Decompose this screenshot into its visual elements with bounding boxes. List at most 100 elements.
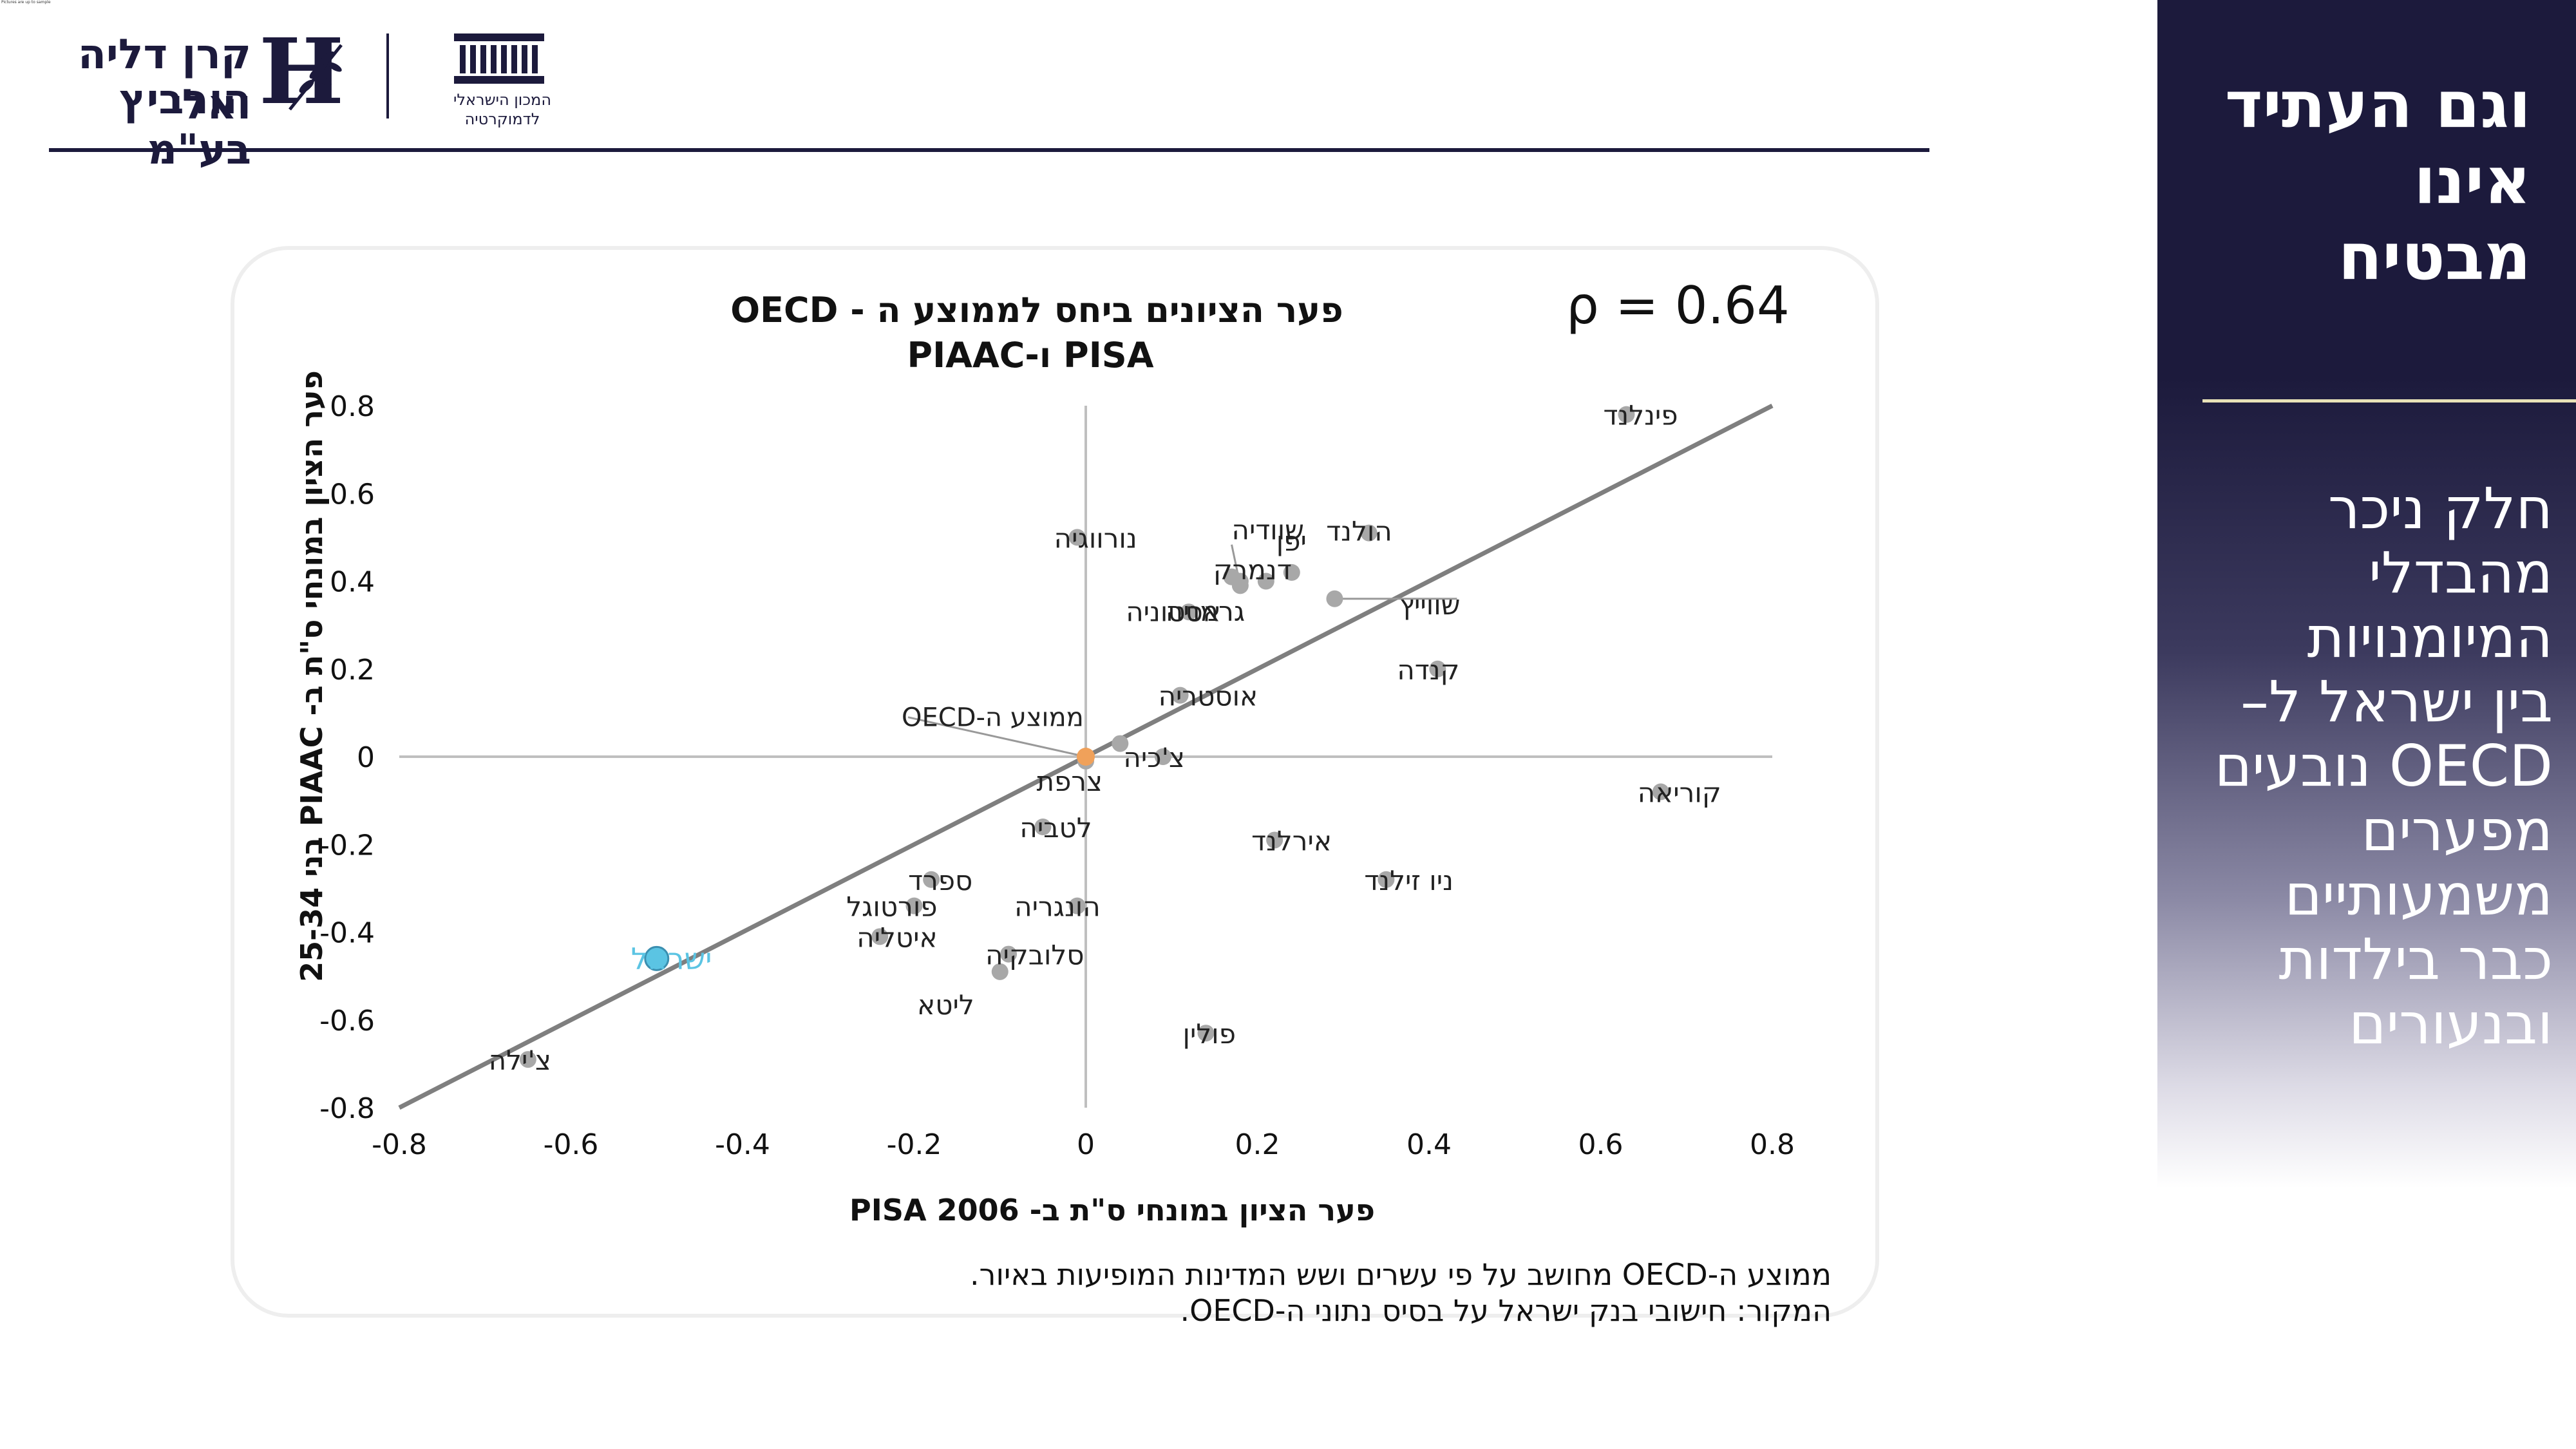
side-body-line: משמעותיים (2284, 862, 2553, 928)
data-point (1068, 897, 1086, 914)
side-panel: וגם העתיד אינו מבטיח חלק ניכר מהבדלי המי… (2157, 0, 2576, 1449)
data-point (1068, 529, 1086, 546)
chart-title-line1: פער הציונים ביחס לממוצע ה - OECD (730, 290, 1343, 330)
labels-layer: -0.8 -0.6 -0.4 -0.2 0 0.2 0.4 0.6 0.8 0.8 0.6 0.4 0.… (319, 390, 1795, 1161)
point-label: שוודיה (1232, 515, 1304, 546)
side-body-line: חלק ניכר (2327, 475, 2553, 542)
israel-point (644, 945, 670, 971)
oecd-average-point (1077, 748, 1095, 766)
point-label: אוסטריה (1159, 681, 1258, 712)
data-point (1180, 603, 1197, 621)
data-point (1360, 524, 1378, 542)
point-label: איטליה (857, 922, 937, 953)
data-point (1326, 590, 1343, 607)
data-point (1154, 748, 1171, 765)
y-tick-label: -0.6 (319, 1005, 375, 1037)
y-tick-label: 0.8 (330, 390, 375, 423)
point-label: ניו זילנד (1364, 865, 1454, 896)
israel-label: ישראל (631, 941, 712, 976)
institute-columns-icon (454, 33, 544, 84)
data-point (1197, 1025, 1215, 1042)
data-point (1034, 819, 1052, 835)
point-label: סלובקיה (985, 940, 1084, 971)
side-divider (2202, 399, 2576, 402)
x-tick-label: -0.6 (544, 1128, 599, 1161)
data-point (1618, 406, 1635, 423)
side-title-line: וגם העתיד (2224, 67, 2531, 142)
oecd-average-label: ממוצע ה-OECD (902, 703, 1084, 733)
note-line1: ממוצע ה-OECD מחושב על פי עשרים ושש המדינ… (969, 1257, 1832, 1292)
point-label: יפן (1276, 526, 1307, 557)
point-label: אירלנד (1251, 825, 1332, 857)
header-divider (49, 148, 1929, 152)
x-tick-label: 0.4 (1406, 1128, 1452, 1161)
side-title-line: אינו (2414, 143, 2531, 218)
point-label: קוריאה (1638, 777, 1721, 809)
side-body-line: כבר בילדות (2278, 926, 2553, 992)
point-label: צ'ילה (489, 1045, 551, 1076)
y-tick-label: -0.4 (319, 917, 375, 950)
x-tick-label: -0.8 (372, 1128, 427, 1161)
side-body-line: מפערים (2361, 797, 2553, 864)
point-label: לטביה (1019, 812, 1092, 844)
side-body-line: המיומנויות (2307, 604, 2553, 670)
data-point (1652, 783, 1669, 800)
side-body: חלק ניכר מהבדלי המיומנויות בין ישראל ל– … (2179, 477, 2553, 1056)
points-layer (519, 406, 1669, 1068)
side-body-line: ובנעורים (2349, 990, 2553, 1057)
data-point (871, 928, 889, 945)
y-tick-label: -0.8 (319, 1092, 375, 1125)
point-label: צרפת (1037, 766, 1103, 797)
data-point (519, 1051, 536, 1068)
data-point (1231, 573, 1249, 590)
logo-separator (386, 33, 389, 118)
org2-name-line2: לדמוקרטיה (464, 110, 540, 128)
x-tick-label: 0 (1077, 1128, 1095, 1161)
point-label: שווייץ (1399, 589, 1460, 621)
y-tick-label: 0.2 (330, 654, 375, 687)
logo-bar: קרן דליה ואלי הורביץ בע"מ H המכון הישראל… (0, 0, 1932, 174)
y-tick-label: 0 (357, 741, 375, 774)
side-body-line: OECD נובעים (2214, 733, 2553, 799)
data-point (1266, 831, 1283, 849)
data-point (1378, 871, 1395, 888)
side-title: וגם העתיד אינו מבטיח (2170, 67, 2531, 295)
data-point (1283, 564, 1300, 581)
org2-name-line1: המכון הישראלי (453, 91, 552, 109)
data-point (1171, 687, 1189, 704)
x-tick-label: -0.4 (715, 1128, 770, 1161)
chart-title-line2: PISA ו-PIAAC (907, 335, 1154, 375)
org1-name-line1: קרן דליה ואלי (77, 31, 251, 129)
x-tick-label: 0.8 (1750, 1128, 1795, 1161)
data-point (1112, 735, 1129, 752)
point-label: גרמניה (1166, 596, 1245, 627)
correlation-label: ρ = 0.64 (1566, 276, 1790, 336)
org1-monogram: H (259, 19, 345, 125)
point-label: ספרד (908, 865, 972, 896)
point-label: קנדה (1397, 654, 1459, 686)
side-body-line: בין ישראל ל– (2240, 668, 2553, 735)
data-point (905, 897, 923, 914)
tiny-caption: Pictures are up to sample (1, 0, 51, 5)
point-label: צ'כיה (1123, 742, 1185, 773)
point-label: פורטוגל (846, 891, 937, 923)
y-axis-label: פער הציון במונחי ס"ת ב- PIAAC בני 25-34 (294, 370, 329, 982)
point-label: פינלנד (1603, 400, 1678, 431)
point-label: דנמרק (1213, 554, 1292, 585)
data-point (1429, 660, 1446, 677)
chart-frame (231, 246, 1879, 1318)
data-point (1257, 573, 1274, 590)
point-label: פולין (1183, 1018, 1236, 1050)
x-axis-label: פער הציון במונחי ס"ת ב- PISA 2006 (849, 1193, 1375, 1227)
point-label: הונגריה (1014, 891, 1101, 923)
x-tick-label: 0.2 (1235, 1128, 1280, 1161)
olive-branch-icon (289, 44, 343, 111)
y-tick-label: 0.6 (330, 478, 375, 511)
side-title-line: מבטיח (2338, 219, 2531, 294)
org2-name: המכון הישראלי לדמוקרטיה (451, 90, 554, 129)
point-label: הולנד (1326, 516, 1392, 547)
point-label: נורווגיה (1054, 522, 1137, 554)
leader-line (907, 716, 1086, 758)
y-tick-label: 0.4 (330, 566, 375, 599)
